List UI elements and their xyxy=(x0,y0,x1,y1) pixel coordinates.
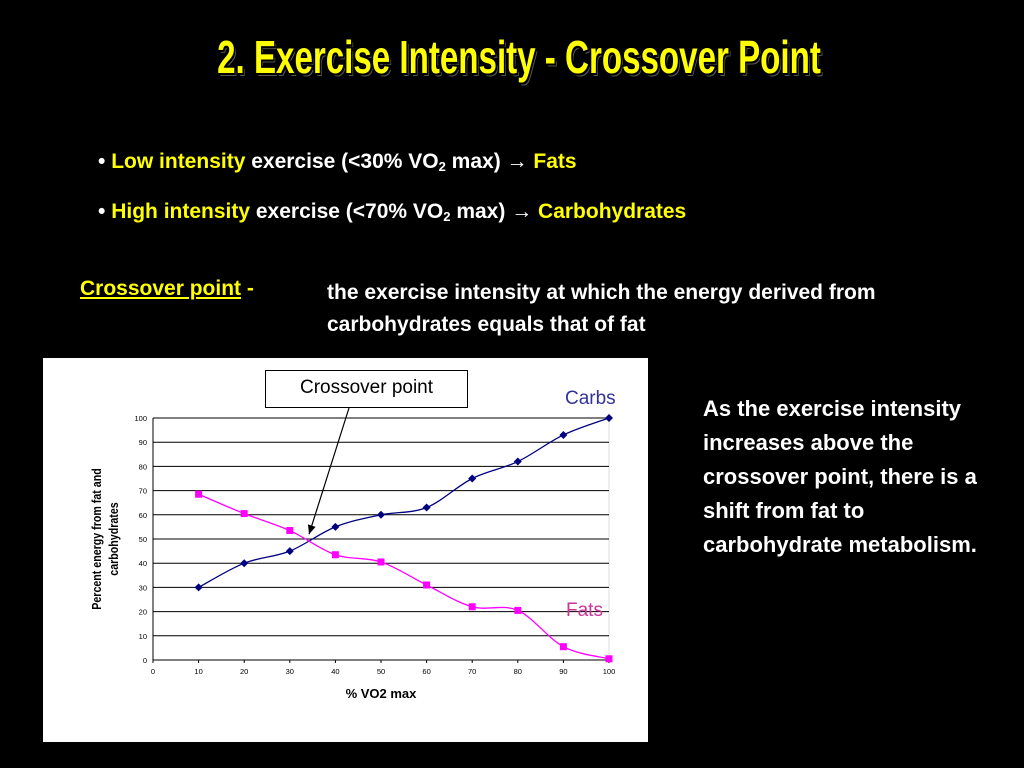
x-tick-label: 0 xyxy=(151,667,155,676)
chart-panel: 0 10 20 30 40 50 60 70 80 90 100 0 10 20 30 40 50 60 70 80 9… xyxy=(43,358,648,742)
crossover-chart: 0 10 20 30 40 50 60 70 80 90 100 0 10 20 30 40 50 60 70 80 9… xyxy=(89,388,616,701)
x-tick-label: 70 xyxy=(468,667,476,676)
x-tick-label: 40 xyxy=(331,667,339,676)
y-axis-title-line2: carbohydrates xyxy=(106,502,121,576)
data-point-carbs xyxy=(605,414,613,422)
series-label-carbs: Carbs xyxy=(565,388,616,409)
data-point-carbs xyxy=(240,559,249,568)
series-line-carbs xyxy=(198,417,610,588)
data-point-fats xyxy=(331,551,339,559)
data-point-fats xyxy=(559,643,567,651)
data-point-carbs xyxy=(513,457,522,466)
y-tick-label: 40 xyxy=(139,559,147,568)
chart-labels: % VO2 max Percent energy from fat and carb… xyxy=(89,388,616,701)
y-tick-label: 90 xyxy=(139,438,147,447)
data-point-carbs xyxy=(468,474,477,483)
x-axis-title: % VO2 max xyxy=(346,686,418,701)
x-tick-label: 20 xyxy=(240,667,248,676)
y-axis-title-line1: Percent energy from fat and xyxy=(89,468,104,609)
y-tick-label: 70 xyxy=(139,487,147,496)
data-point-carbs xyxy=(422,503,431,512)
data-point-carbs xyxy=(331,522,340,531)
data-point-fats xyxy=(605,655,613,663)
y-tick-label: 80 xyxy=(139,462,147,471)
definition-separator: - xyxy=(241,277,254,300)
data-point-fats xyxy=(195,490,203,498)
x-tick-label: 90 xyxy=(559,667,567,676)
bullet-text: exercise (<30% VO xyxy=(245,150,439,173)
data-point-fats xyxy=(423,581,431,589)
definition-term-wrapper: Crossover point - xyxy=(80,277,254,301)
callout-arrow-head xyxy=(307,524,316,535)
data-point-fats xyxy=(286,527,294,535)
chart-axes: 0 10 20 30 40 50 60 70 80 90 100 0 10 20 30 40 50 60 70 80 9… xyxy=(134,414,615,676)
slide-title: 2. Exercise Intensity - Crossover Point xyxy=(217,30,822,84)
bullet-subscript: 2 xyxy=(438,159,446,174)
y-tick-label: 50 xyxy=(139,535,147,544)
series-label-fats: Fats xyxy=(566,600,603,621)
x-tick-label: 10 xyxy=(194,667,202,676)
series-line-fats xyxy=(198,493,610,660)
bullet-subscript: 2 xyxy=(443,209,451,224)
y-tick-label: 60 xyxy=(139,511,147,520)
bullet-highlight: Low intensity xyxy=(111,150,246,173)
bullet-result: Fats xyxy=(533,150,577,173)
bullet-marker: • xyxy=(98,200,106,223)
data-point-fats xyxy=(514,606,522,614)
y-tick-label: 100 xyxy=(134,414,147,423)
data-point-carbs xyxy=(377,510,385,519)
y-axis-title: Percent energy from fat and carbohydrates xyxy=(89,468,121,609)
callout-arrow-line xyxy=(308,407,350,535)
y-tick-label: 20 xyxy=(139,608,147,617)
chart-grid xyxy=(152,417,610,661)
data-point-carbs xyxy=(559,430,568,439)
x-tick-label: 30 xyxy=(286,667,294,676)
data-point-fats xyxy=(468,603,476,611)
data-point-carbs xyxy=(194,583,203,592)
bullet-high-intensity: • High intensity exercise (<70% VO2 max)… xyxy=(98,200,686,224)
bullet-text-after: max) → xyxy=(450,200,539,223)
bullet-text: exercise (<70% VO xyxy=(250,200,444,223)
definition-term: Crossover point xyxy=(80,277,242,300)
data-point-fats xyxy=(240,510,248,518)
y-tick-label: 0 xyxy=(143,656,147,665)
side-explanation: As the exercise intensity increases abov… xyxy=(703,396,977,557)
crossover-callout: Crossover point xyxy=(265,370,468,408)
data-point-carbs xyxy=(285,547,294,556)
data-point-fats xyxy=(377,558,385,566)
bullet-result: Carbohydrates xyxy=(538,200,687,223)
bullet-text-after: max) → xyxy=(445,150,534,173)
x-tick-label: 100 xyxy=(603,667,616,676)
y-tick-label: 10 xyxy=(139,632,147,641)
bullet-low-intensity: • Low intensity exercise (<30% VO2 max) … xyxy=(98,150,577,174)
y-tick-label: 30 xyxy=(139,583,147,592)
definition-text: the exercise intensity at which the ener… xyxy=(327,281,876,336)
x-tick-label: 80 xyxy=(514,667,522,676)
x-tick-label: 60 xyxy=(422,667,430,676)
bullet-marker: • xyxy=(98,150,106,173)
x-tick-label: 50 xyxy=(377,667,385,676)
chart-series xyxy=(194,414,613,663)
bullet-highlight: High intensity xyxy=(111,200,251,223)
